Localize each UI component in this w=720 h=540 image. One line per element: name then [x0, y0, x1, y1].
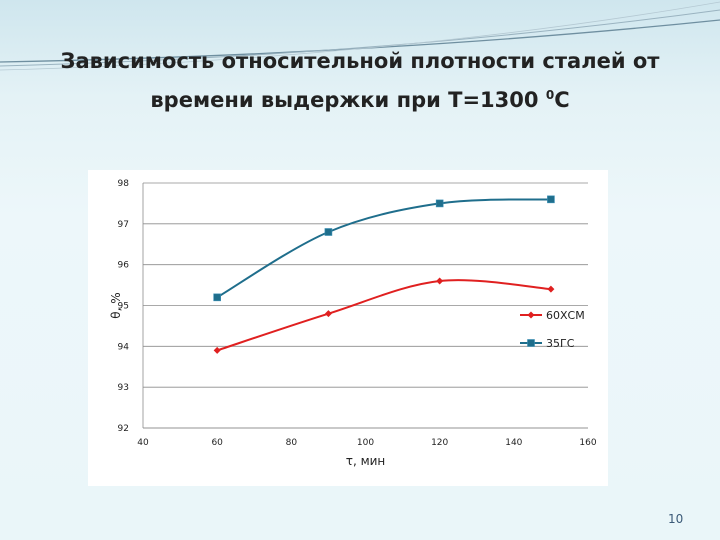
- y-tick-label-97: 97: [118, 220, 129, 230]
- x-tick-label-140: 140: [505, 438, 522, 448]
- legend-series-2-swatch-marker: [527, 339, 535, 347]
- slide-title: Зависимость относительной плотности стал…: [20, 44, 700, 117]
- x-tick-label-80: 80: [286, 438, 298, 448]
- header-swoosh-decoration: [0, 1, 720, 71]
- series-1-point-3: [436, 277, 444, 285]
- y-tick-label-92: 92: [118, 424, 129, 434]
- y-tick-label-94: 94: [118, 342, 130, 352]
- title-line-2: времени выдержки при T=1300 0C: [20, 78, 700, 117]
- x-tick-label-120: 120: [431, 438, 448, 448]
- y-tick-label-96: 96: [118, 261, 130, 271]
- x-tick-label-40: 40: [137, 438, 149, 448]
- series-2-point-4: [547, 195, 555, 204]
- series-2-point-3: [435, 199, 444, 208]
- series-1-line: [216, 279, 551, 352]
- x-axis-title: τ, мин: [346, 454, 386, 468]
- title-unit: C: [554, 88, 570, 112]
- y-axis-title: θ, %: [109, 292, 123, 318]
- title-line-1: Зависимость относительной плотности стал…: [60, 49, 660, 73]
- series-1-point-2: [324, 310, 332, 318]
- page-number: 10: [668, 512, 684, 526]
- title-superscript: 0: [545, 88, 555, 102]
- x-tick-label-60: 60: [211, 438, 223, 448]
- y-tick-label-93: 93: [118, 383, 129, 393]
- y-tick-label-95: 95: [118, 302, 129, 312]
- series-2-line: [216, 198, 551, 299]
- series-2-point-2: [324, 228, 333, 236]
- series-2-point-1: [213, 293, 221, 302]
- density-chart: 92 93 94 95 96 97 98 40 60 80 100 120 140 160 τ, мин θ,…: [109, 179, 597, 468]
- series-1-point-1: [213, 346, 221, 354]
- legend-series-1-swatch-marker: [527, 311, 535, 319]
- series-1-point-4: [547, 285, 555, 293]
- y-tick-label-98: 98: [118, 179, 130, 189]
- x-tick-label-100: 100: [357, 438, 374, 448]
- legend-series-1-label: 60ХСМ: [546, 309, 585, 322]
- chart-container: 92 93 94 95 96 97 98 40 60 80 100 120 140 160 τ, мин θ,…: [88, 170, 608, 486]
- legend-series-2-label: 35ГС: [546, 337, 575, 350]
- title-line-2-text: времени выдержки при T=1300: [150, 88, 546, 112]
- x-tick-label-160: 160: [579, 438, 596, 448]
